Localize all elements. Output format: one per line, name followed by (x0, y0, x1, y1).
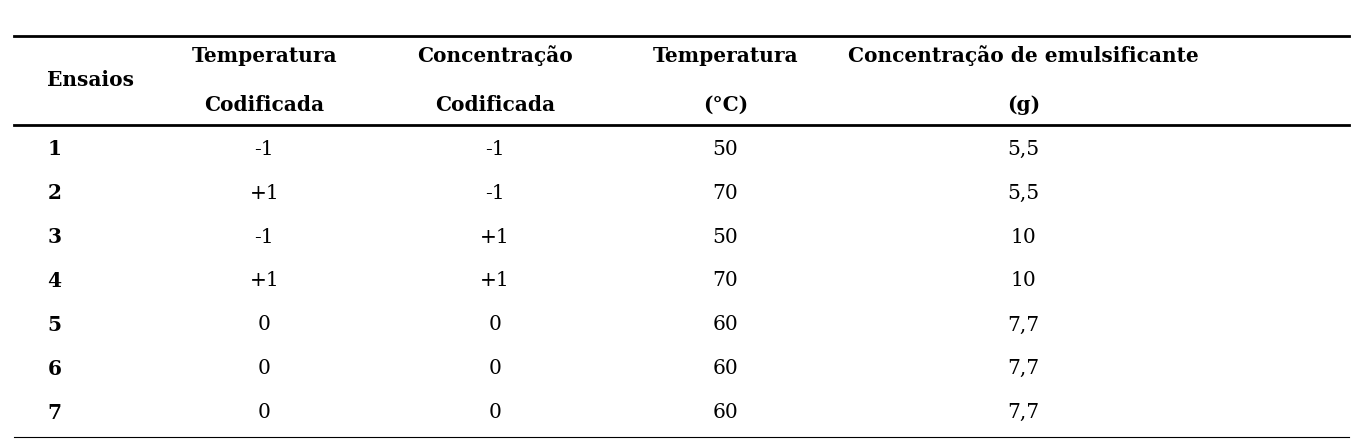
Text: (°C): (°C) (702, 95, 749, 115)
Text: 2: 2 (47, 183, 61, 203)
Text: Ensaios: Ensaios (47, 70, 134, 90)
Text: Concentração de emulsificante: Concentração de emulsificante (849, 45, 1199, 66)
Text: 5,5: 5,5 (1008, 140, 1040, 159)
Text: Temperatura: Temperatura (652, 46, 799, 66)
Text: 0: 0 (488, 315, 502, 334)
Text: Concentração: Concentração (418, 45, 572, 66)
Text: -1: -1 (255, 227, 274, 247)
Text: 10: 10 (1012, 227, 1036, 247)
Text: 50: 50 (713, 227, 738, 247)
Text: 1: 1 (47, 139, 61, 159)
Text: Codificada: Codificada (205, 95, 324, 115)
Text: (g): (g) (1008, 95, 1040, 115)
Text: 7,7: 7,7 (1008, 403, 1040, 422)
Text: 0: 0 (488, 403, 502, 422)
Text: 5: 5 (47, 315, 61, 335)
Text: 5,5: 5,5 (1008, 184, 1040, 202)
Text: 0: 0 (258, 403, 271, 422)
Text: Codificada: Codificada (435, 95, 555, 115)
Text: +1: +1 (250, 184, 279, 202)
Text: 60: 60 (713, 315, 738, 334)
Text: 10: 10 (1012, 272, 1036, 290)
Text: 0: 0 (258, 315, 271, 334)
Text: +1: +1 (250, 272, 279, 290)
Text: 0: 0 (258, 359, 271, 378)
Text: +1: +1 (480, 272, 510, 290)
Text: 70: 70 (713, 184, 738, 202)
Text: 7,7: 7,7 (1008, 315, 1040, 334)
Text: 50: 50 (713, 140, 738, 159)
Text: 6: 6 (47, 359, 61, 379)
Text: Temperatura: Temperatura (191, 46, 338, 66)
Text: 4: 4 (47, 271, 61, 291)
Text: 0: 0 (488, 359, 502, 378)
Text: -1: -1 (255, 140, 274, 159)
Text: 60: 60 (713, 403, 738, 422)
Text: 7: 7 (47, 403, 61, 423)
Text: 60: 60 (713, 359, 738, 378)
Text: -1: -1 (485, 140, 504, 159)
Text: 7,7: 7,7 (1008, 359, 1040, 378)
Text: 70: 70 (713, 272, 738, 290)
Text: +1: +1 (480, 227, 510, 247)
Text: -1: -1 (485, 184, 504, 202)
Text: 3: 3 (47, 227, 61, 247)
